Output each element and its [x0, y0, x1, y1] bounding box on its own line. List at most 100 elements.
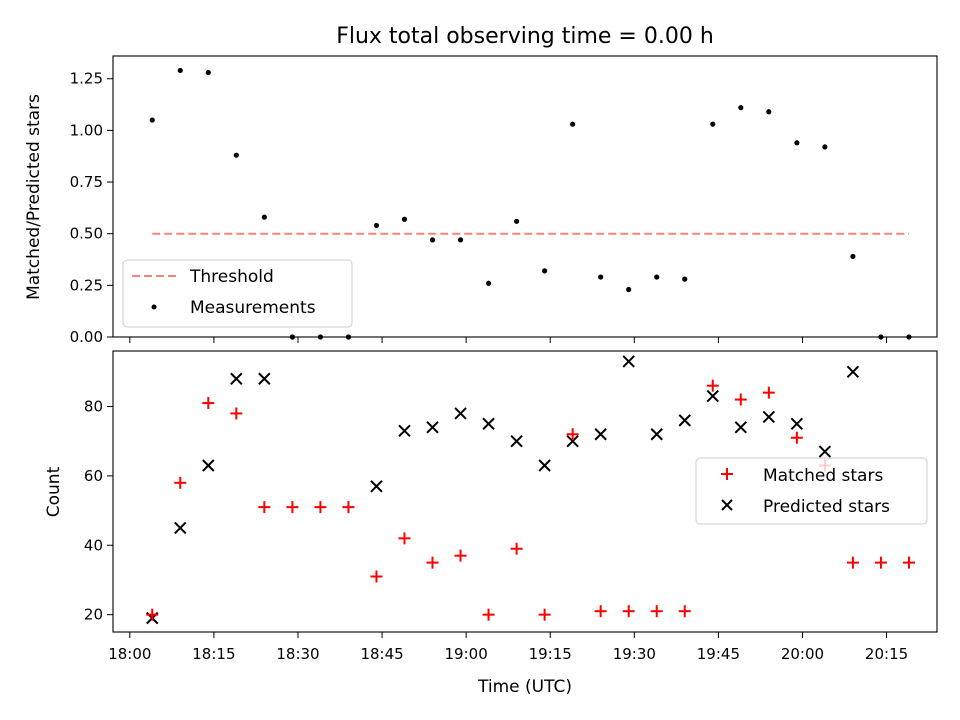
- predicted-star-stroke: [482, 417, 495, 431]
- matched-star-point: [902, 556, 915, 569]
- predicted-star-stroke: [734, 421, 748, 434]
- matched-star-point: [314, 501, 327, 514]
- measurement-point: [177, 67, 183, 74]
- top-chart-title: Flux total observing time = 0.00 h: [336, 24, 714, 49]
- top-y-tick-label: 0.00: [70, 328, 103, 346]
- matched-star-point: [846, 556, 859, 569]
- predicted-star-stroke: [594, 428, 607, 441]
- matched-star-point: [286, 501, 299, 514]
- predicted-star-point: [706, 389, 719, 403]
- measurement-point: [429, 237, 436, 243]
- bottom-x-tick-label: 20:15: [865, 645, 908, 663]
- predicted-star-stroke: [678, 414, 691, 427]
- bottom-chart-plot-area: 20 40 60 80 18:00 18:15 18:30 18:45 19:00 19:15 19…: [84, 350, 938, 663]
- top-plot-frame: [112, 55, 938, 338]
- predicted-star-stroke: [202, 459, 215, 472]
- top-chart-plot-area: 0.00 0.25 0.50 0.75 1.00 1.25: [70, 55, 938, 346]
- measurement-point: [654, 274, 660, 280]
- matched-star-point: [258, 501, 271, 514]
- predicted-star-stroke: [818, 445, 832, 458]
- measurement-point: [570, 121, 576, 127]
- predicted-star-point: [202, 459, 215, 472]
- predicted-star-stroke: [426, 421, 439, 434]
- predicted-star-point: [174, 521, 187, 535]
- predicted-star-stroke: [846, 365, 860, 379]
- top-y-tick-label: 1.00: [70, 121, 103, 139]
- legend-measurements-swatch: [151, 304, 157, 310]
- predicted-star-point: [230, 372, 243, 385]
- measurement-point: [373, 222, 380, 229]
- predicted-star-stroke: [622, 355, 635, 368]
- matched-star-point: [370, 570, 383, 583]
- predicted-star-point: [734, 421, 748, 434]
- measurement-point: [345, 334, 352, 340]
- predicted-star-point: [454, 407, 467, 420]
- measurement-point: [850, 253, 856, 260]
- bottom-x-tick-label: 19:30: [613, 645, 656, 663]
- bottom-chart-x-axis-label: Time (UTC): [477, 677, 572, 697]
- matched-star-point: [510, 542, 523, 555]
- bottom-x-tick-label: 19:45: [697, 645, 740, 663]
- matched-star-point: [594, 605, 607, 618]
- measurement-point: [906, 334, 912, 340]
- matched-star-point: [874, 556, 887, 569]
- measurement-point: [261, 214, 267, 220]
- legend-predicted-swatch: [721, 499, 733, 511]
- measurement-point: [598, 274, 604, 280]
- measurement-point: [878, 334, 884, 340]
- predicted-star-point: [398, 424, 411, 437]
- bottom-y-tick-label: 60: [84, 467, 103, 485]
- bottom-x-tick-label: 19:15: [529, 645, 572, 663]
- legend-predicted-label: Predicted stars: [763, 497, 890, 517]
- bottom-x-tick-label: 19:00: [445, 645, 488, 663]
- measurement-point: [289, 334, 295, 340]
- predicted-star-point: [678, 414, 691, 427]
- top-chart-y-axis-label: Matched/Predicted stars: [24, 94, 44, 300]
- matched-star-point: [762, 386, 775, 399]
- top-y-tick-label: 0.50: [70, 225, 103, 243]
- top-y-tick-label: 0.25: [70, 276, 103, 294]
- top-legend-frame: [122, 259, 353, 328]
- matched-star-point: [174, 476, 187, 489]
- matched-star-point: [398, 532, 411, 545]
- predicted-star-point: [510, 434, 523, 448]
- bottom-chart-legend: Matched stars Predicted stars: [695, 457, 928, 525]
- measurement-point: [822, 144, 828, 150]
- measurement-point: [710, 121, 716, 127]
- matched-star-point: [566, 428, 579, 441]
- legend-matched-swatch: [721, 468, 733, 480]
- legend-matched-label: Matched stars: [763, 466, 883, 486]
- bottom-y-tick-label: 40: [84, 536, 103, 554]
- predicted-star-point: [650, 428, 663, 441]
- bottom-x-tick-label: 18:15: [192, 645, 235, 663]
- matched-star-point: [482, 608, 495, 621]
- measurement-point: [205, 69, 211, 76]
- matched-star-point: [426, 556, 439, 569]
- measurement-point: [738, 105, 744, 111]
- matched-star-point: [706, 379, 719, 392]
- bottom-chart-y-axis-label: Count: [44, 466, 64, 517]
- predicted-star-point: [426, 421, 439, 434]
- predicted-star-stroke: [566, 434, 579, 448]
- measurement-point: [485, 280, 492, 286]
- predicted-star-point: [846, 365, 860, 379]
- predicted-star-stroke: [538, 459, 551, 472]
- predicted-star-point: [622, 355, 635, 368]
- predicted-star-stroke: [174, 521, 187, 535]
- legend-measurements-label: Measurements: [190, 298, 316, 318]
- predicted-star-stroke: [230, 372, 243, 385]
- measurement-point: [457, 237, 464, 243]
- top-chart-legend: Threshold Measurements: [122, 259, 353, 328]
- top-y-tick-label: 0.75: [70, 173, 103, 191]
- matched-star-point: [146, 608, 159, 621]
- predicted-star-stroke: [790, 417, 804, 431]
- predicted-star-point: [482, 417, 495, 431]
- predicted-star-stroke: [258, 372, 271, 385]
- bottom-y-tick-label: 20: [84, 606, 103, 624]
- matched-star-point: [678, 605, 691, 618]
- measurement-point: [317, 334, 324, 340]
- measurement-point: [626, 286, 632, 293]
- predicted-star-point: [762, 410, 776, 424]
- matched-star-point: [538, 608, 551, 621]
